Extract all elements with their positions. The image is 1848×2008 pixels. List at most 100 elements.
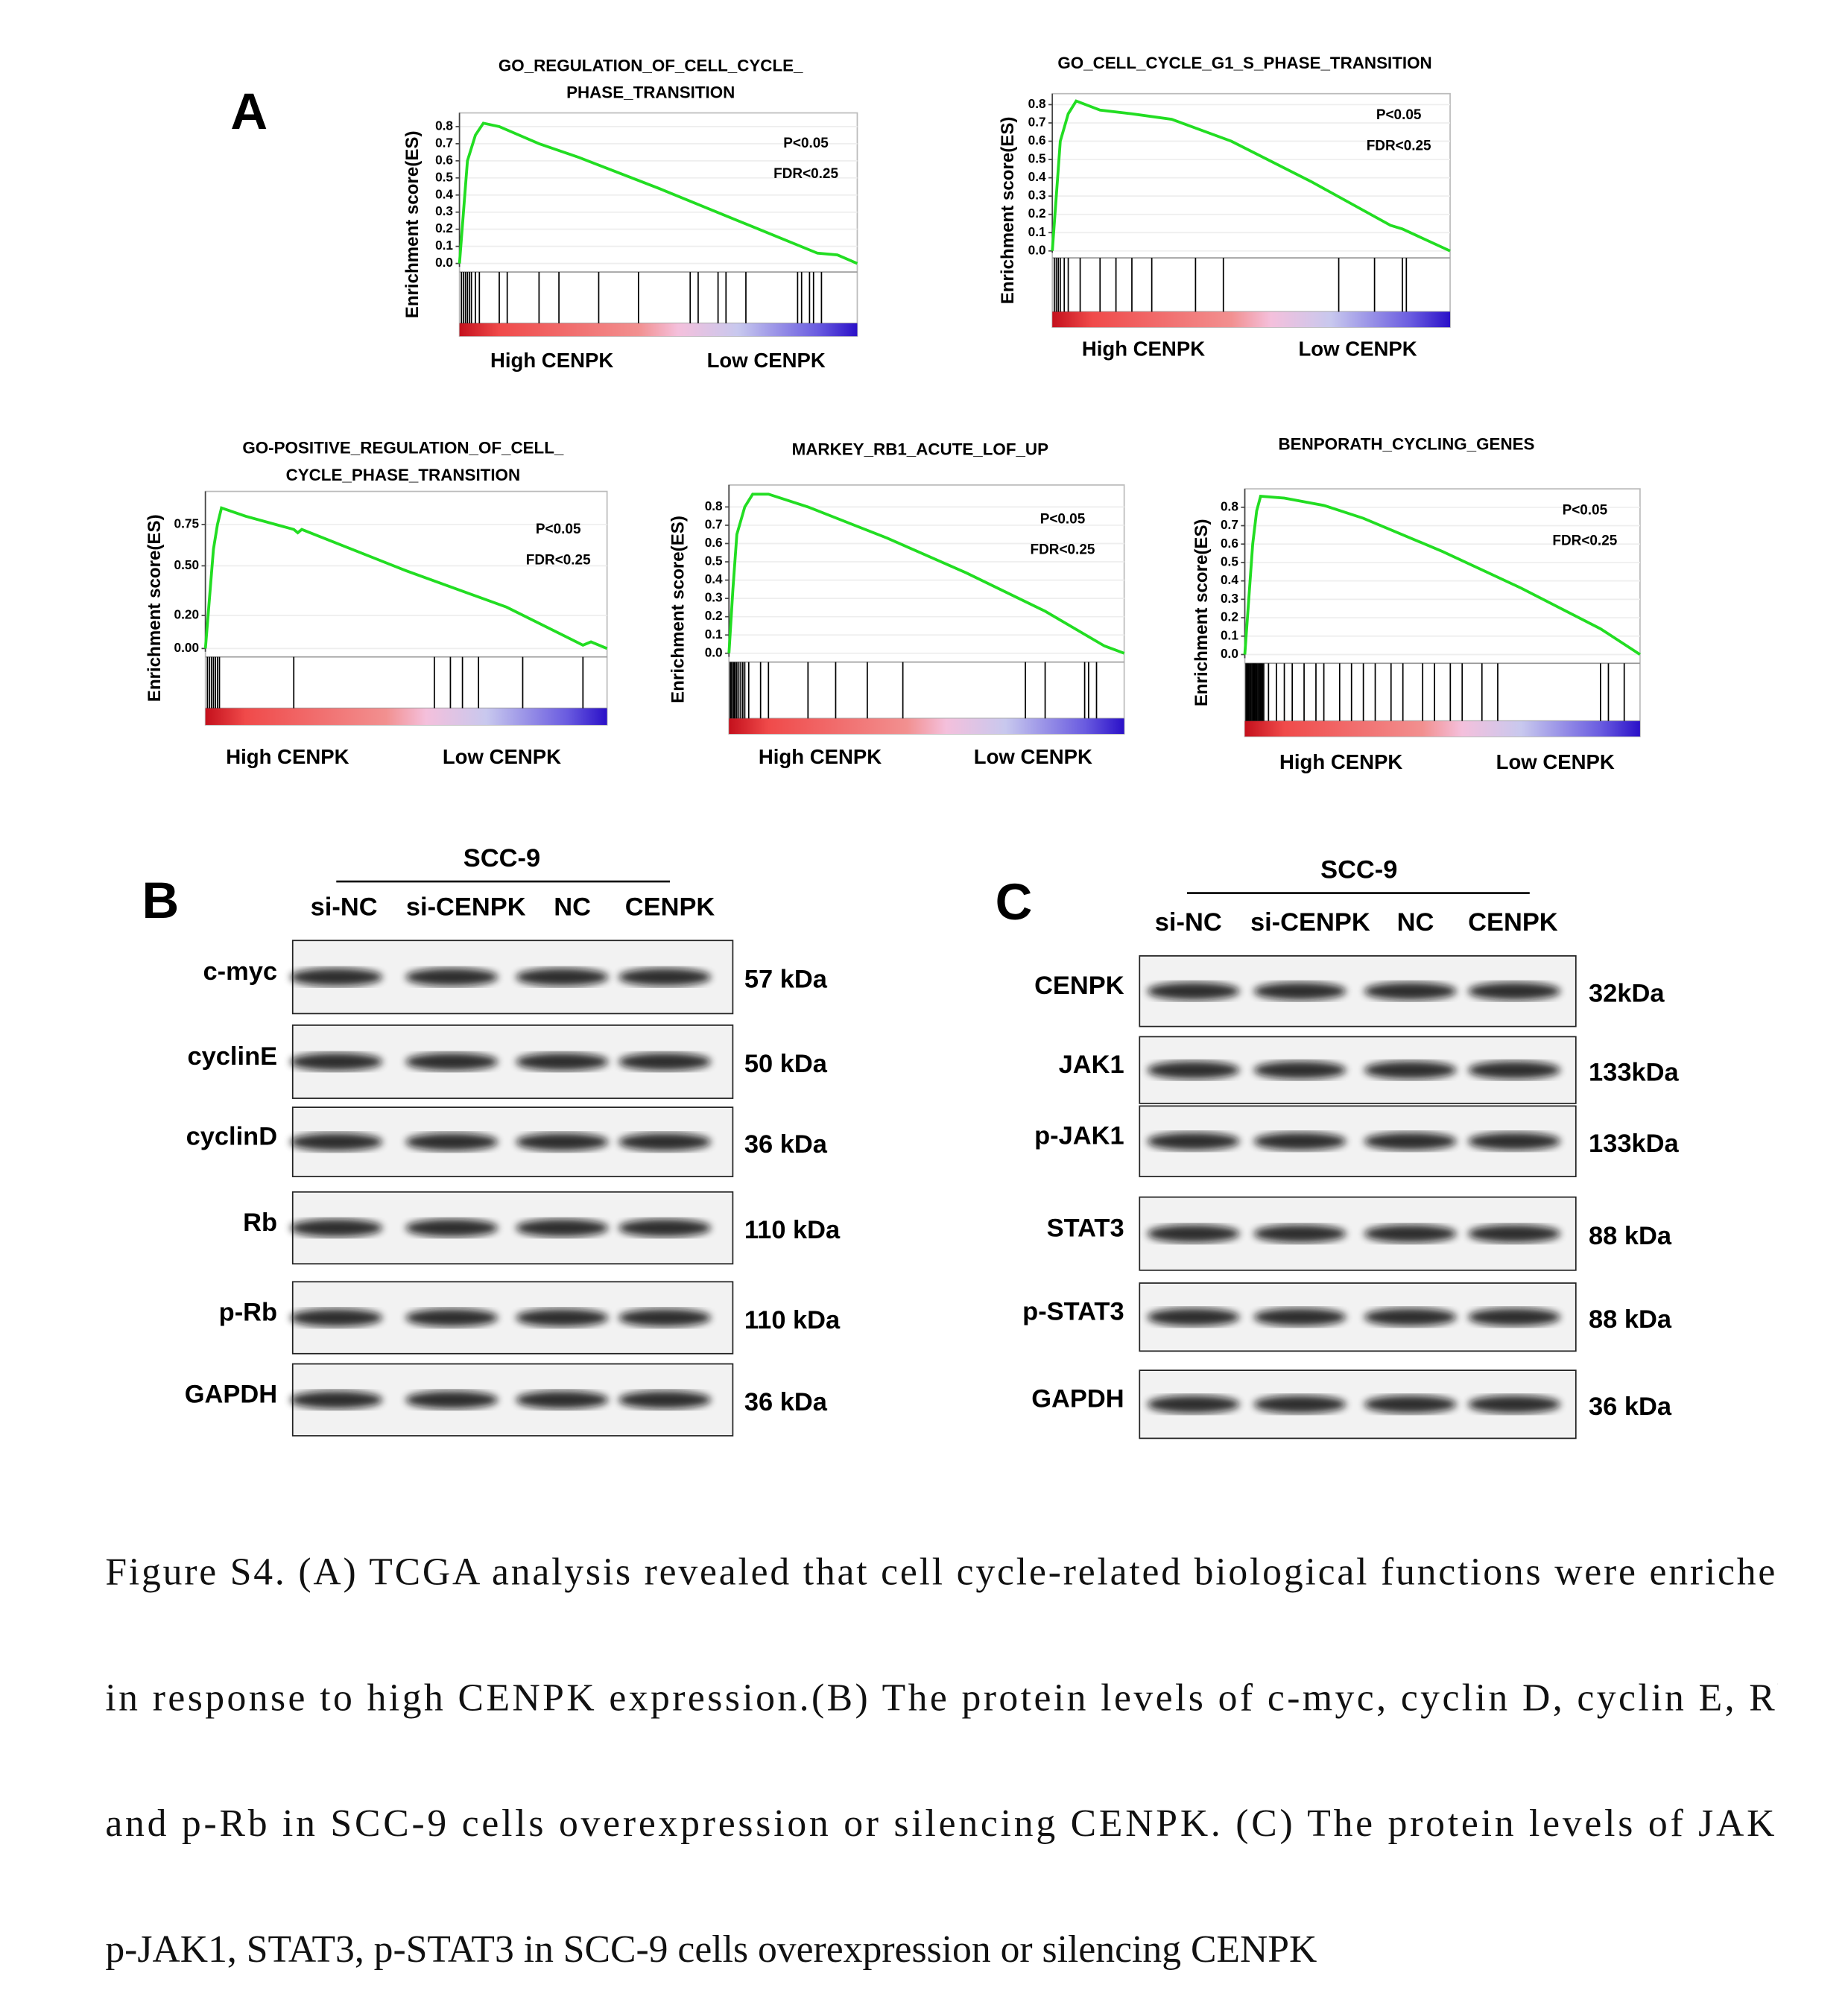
group-label: High CENPK [1082,337,1205,360]
band [1147,1395,1240,1413]
protein-label: p-JAK1 [1034,1122,1124,1150]
band [516,1133,609,1151]
y-tick-label: 0.3 [1028,188,1046,203]
y-tick-label: 0.7 [705,516,723,531]
y-tick-label: 0.7 [435,135,453,150]
band [618,1052,712,1071]
y-tick-label: 0.4 [1221,572,1238,587]
band [1364,1061,1457,1080]
chart-title: MARKEY_RB1_ACUTE_LOF_UP [792,440,1048,458]
band [405,1218,499,1238]
band [1147,1308,1240,1326]
band [1253,1224,1347,1243]
band [290,1308,383,1327]
band [1468,1224,1561,1243]
y-tick-label: 0.5 [435,169,453,184]
size-label: 36 kDa [1589,1393,1672,1421]
annotation: FDR<0.25 [1367,138,1431,153]
chart-title: GO_CELL_CYCLE_G1_S_PHASE_TRANSITION [1057,54,1431,72]
y-tick-label: 0.2 [1221,609,1238,624]
y-tick-label: 0.1 [705,627,723,642]
protein-label: c-myc [203,957,278,986]
lane-label: si-NC [1155,908,1222,937]
y-tick-label: 0.2 [705,608,723,623]
band [290,968,383,986]
plot-frame [728,484,1125,735]
es-curve [1243,494,1641,656]
cell-line: SCC-9 [463,844,540,872]
band [405,1133,499,1151]
group-label: Low CENPK [974,745,1092,768]
band [516,1052,609,1071]
y-tick-label: 0.5 [1221,554,1238,568]
protein-label: GAPDH [1031,1385,1124,1413]
chart-title: GO-POSITIVE_REGULATION_OF_CELL_ [242,439,564,457]
band [618,968,712,986]
band [1253,982,1347,1001]
protein-label: CENPK [1034,972,1124,1000]
size-label: 88 kDa [1589,1305,1672,1334]
band [1468,1308,1561,1326]
group-label: High CENPK [490,349,613,372]
y-axis-label: Enrichment score(ES) [1192,519,1212,706]
annotation: FDR<0.25 [773,166,838,182]
y-axis-label: Enrichment score(ES) [668,516,688,703]
panel-label: C [996,873,1033,931]
band [1364,982,1457,1001]
y-tick-label: 0.6 [435,152,453,167]
band [1468,982,1561,1001]
band [290,1133,383,1151]
plot-frame [1051,92,1451,328]
es-curve [1051,99,1451,253]
y-tick-label: 0.7 [1221,517,1238,532]
size-label: 57 kDa [744,966,828,994]
annotation: FDR<0.25 [526,553,591,568]
size-label: 110 kDa [744,1216,841,1244]
protein-label: cyclinD [186,1123,278,1151]
cell-line: SCC-9 [1320,855,1397,884]
size-label: 133kDa [1589,1130,1679,1158]
group-label: Low CENPK [1496,750,1615,773]
y-tick-label: 0.6 [1028,133,1046,148]
annotation: P<0.05 [1040,511,1086,527]
band [1364,1132,1457,1150]
y-tick-label: 0.1 [1221,627,1238,642]
y-tick-label: 0.8 [435,118,453,133]
chart-title: GO_REGULATION_OF_CELL_CYCLE_ [499,56,803,75]
band [1364,1308,1457,1326]
panel-label: A [230,83,268,140]
y-tick-label: 0.5 [705,554,723,568]
lane-label: si-CENPK [406,893,526,921]
y-tick-label: 0.1 [435,238,453,253]
annotation: P<0.05 [536,522,581,537]
group-label: High CENPK [1279,750,1402,773]
y-tick-label: 0.2 [1028,206,1046,221]
band [1364,1224,1457,1243]
protein-label: STAT3 [1047,1214,1124,1243]
band [1147,982,1240,1001]
plot-frame [458,112,858,338]
lane-label: CENPK [1468,908,1558,937]
band [1468,1395,1561,1413]
band [405,968,499,986]
y-tick-label: 0.8 [1028,96,1046,111]
chart-title: PHASE_TRANSITION [566,83,735,102]
protein-label: Rb [243,1209,277,1237]
band [405,1052,499,1071]
es-curve [203,506,608,650]
annotation: FDR<0.25 [1031,542,1095,558]
y-tick-label: 0.0 [435,255,453,270]
protein-label: GAPDH [185,1381,277,1409]
caption-line: and p-Rb in SCC-9 cells overexpression o… [105,1802,1797,1845]
caption: Figure S4. (A) TCGA analysis revealed th… [105,1551,1797,1971]
y-tick-label: 0.20 [174,607,200,622]
size-label: 88 kDa [1589,1222,1672,1250]
size-label: 32kDa [1589,980,1665,1008]
group-label: Low CENPK [443,745,561,768]
band [516,1308,609,1327]
y-tick-label: 0.6 [705,535,723,550]
band [516,1218,609,1238]
lane-label: NC [554,893,591,921]
rank-colorbar [459,323,858,337]
